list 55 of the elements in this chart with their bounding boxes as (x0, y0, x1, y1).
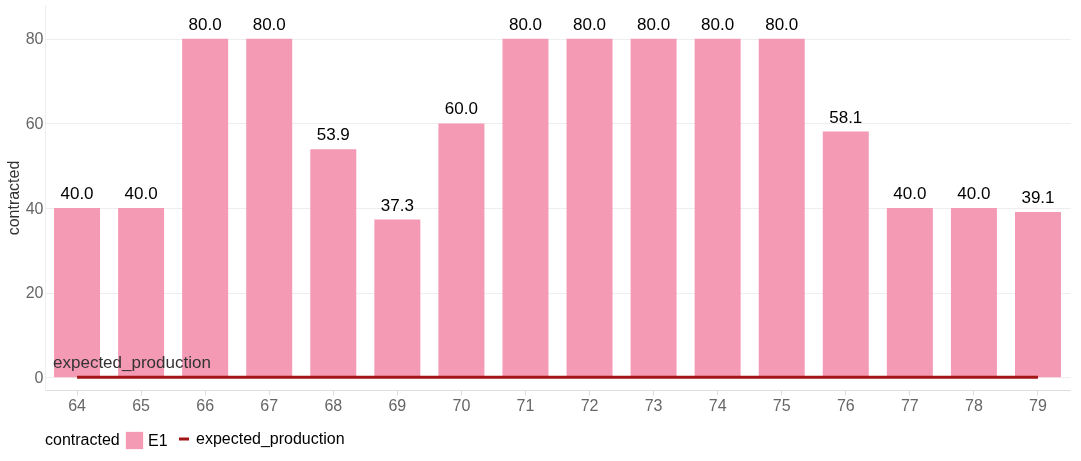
data-label: 40.0 (957, 184, 991, 204)
annotation: expected_production (53, 353, 211, 373)
data-label: 80.0 (188, 14, 222, 34)
bar (630, 38, 677, 378)
bar (502, 38, 549, 378)
bar (438, 123, 485, 378)
data-label: 40.0 (124, 184, 158, 204)
data-label: 80.0 (572, 14, 607, 34)
bar (822, 131, 869, 378)
y-tick-label: 20 (25, 284, 44, 302)
y-tick-label: 0 (34, 368, 44, 386)
data-label: 80.0 (252, 14, 286, 34)
x-tick-label: 76 (836, 396, 855, 414)
bar (694, 38, 741, 378)
x-tick-label: 68 (324, 396, 343, 414)
data-label: 80.0 (637, 14, 671, 34)
x-tick-label: 70 (452, 396, 471, 414)
bar (950, 208, 997, 378)
x-tick-label: 72 (580, 396, 599, 414)
x-tick-label: 67 (260, 396, 279, 414)
x-tick-label: 77 (900, 396, 919, 414)
legend-label: E1 (148, 431, 168, 449)
y-tick-label: 80 (25, 30, 44, 48)
bar (310, 149, 357, 378)
y-tick-label: 60 (25, 114, 44, 132)
x-tick-label: 75 (772, 396, 791, 414)
legend-label: expected_production (196, 430, 345, 448)
x-tick-label: 79 (1029, 396, 1047, 414)
data-label: 60.0 (444, 99, 478, 119)
bar (246, 38, 293, 378)
data-label: 80.0 (765, 14, 799, 34)
data-label: 53.9 (316, 125, 350, 145)
x-tick-label: 74 (708, 396, 727, 414)
data-label: 40.0 (60, 184, 94, 204)
bar (1014, 211, 1061, 378)
y-tick-label: 40 (25, 199, 44, 217)
bar (566, 38, 613, 378)
data-label: 58.1 (829, 107, 863, 127)
bar (886, 208, 933, 378)
x-tick-label: 66 (196, 396, 215, 414)
data-label: 40.0 (893, 184, 927, 204)
legend-title: contracted (45, 431, 120, 448)
x-tick-label: 78 (965, 396, 983, 414)
x-tick-label: 73 (644, 396, 663, 414)
data-label: 80.0 (508, 14, 543, 34)
bar (758, 38, 805, 378)
x-tick-label: 64 (68, 396, 87, 414)
bar (374, 219, 421, 378)
data-label: 80.0 (701, 14, 735, 34)
data-label: 39.1 (1021, 187, 1055, 207)
x-tick-label: 71 (516, 396, 535, 414)
y-axis-title: contracted (4, 160, 22, 236)
x-tick-label: 69 (388, 396, 407, 414)
x-tick-label: 65 (132, 396, 151, 414)
data-label: 37.3 (380, 195, 414, 215)
